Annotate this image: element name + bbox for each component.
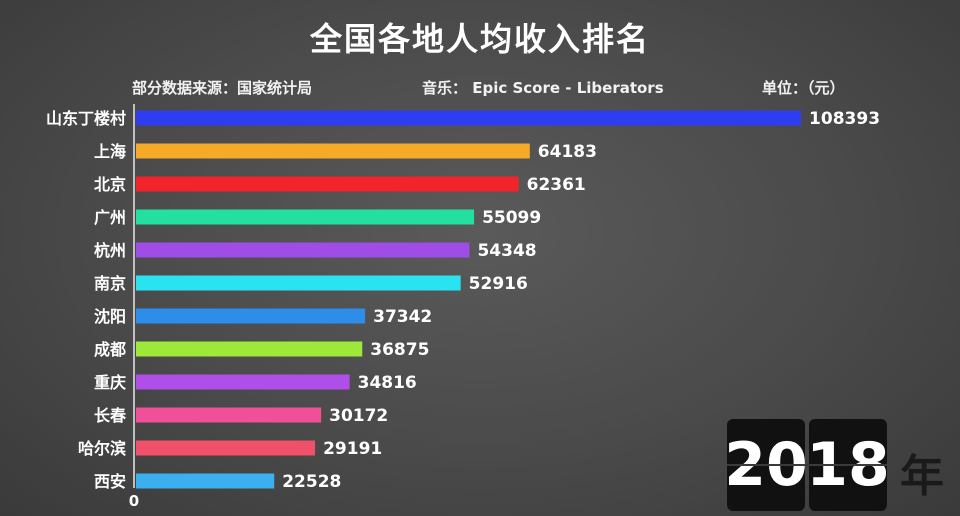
year-suffix: 年 (900, 451, 944, 502)
value-label: 108393 (809, 109, 880, 129)
source-note: 部分数据来源：国家统计局 (132, 79, 313, 97)
value-label: 36875 (370, 340, 429, 360)
bar (136, 176, 519, 192)
value-label: 62361 (527, 175, 586, 195)
value-label: 37342 (373, 307, 432, 327)
unit-note: 单位：（元） (762, 79, 845, 97)
bar (136, 143, 530, 159)
value-label: 55099 (482, 208, 541, 228)
bar (136, 440, 316, 456)
category-label: 南京 (94, 274, 126, 293)
category-label: 西安 (94, 472, 126, 491)
value-label: 30172 (329, 406, 388, 426)
chart-title: 全国各地人均收入排名 (309, 20, 650, 58)
value-label: 52916 (469, 274, 528, 294)
value-label: 54348 (477, 241, 536, 261)
value-label: 34816 (358, 373, 417, 393)
category-label: 哈尔滨 (78, 439, 126, 458)
bar (136, 209, 475, 225)
bar (136, 473, 275, 489)
bar (136, 374, 350, 390)
category-label: 重庆 (94, 373, 126, 392)
category-label: 上海 (94, 142, 126, 161)
music-note: 音乐： Epic Score - Liberators (422, 79, 664, 97)
value-label: 29191 (323, 439, 382, 459)
category-label: 长春 (94, 406, 127, 425)
category-label: 山东丁楼村 (46, 109, 126, 128)
category-label: 广州 (94, 208, 126, 227)
year-divider (727, 464, 887, 466)
bar (136, 275, 461, 291)
bar (136, 341, 363, 357)
category-label: 沈阳 (94, 307, 126, 326)
value-label: 64183 (538, 142, 597, 162)
bar (136, 110, 802, 126)
value-label: 22528 (282, 472, 341, 492)
category-label: 北京 (94, 175, 126, 194)
x-tick-label: 0 (129, 492, 139, 510)
category-label: 杭州 (94, 241, 126, 260)
category-label: 成都 (94, 340, 126, 359)
bar (136, 407, 322, 423)
bar (136, 308, 366, 324)
bar (136, 242, 470, 258)
